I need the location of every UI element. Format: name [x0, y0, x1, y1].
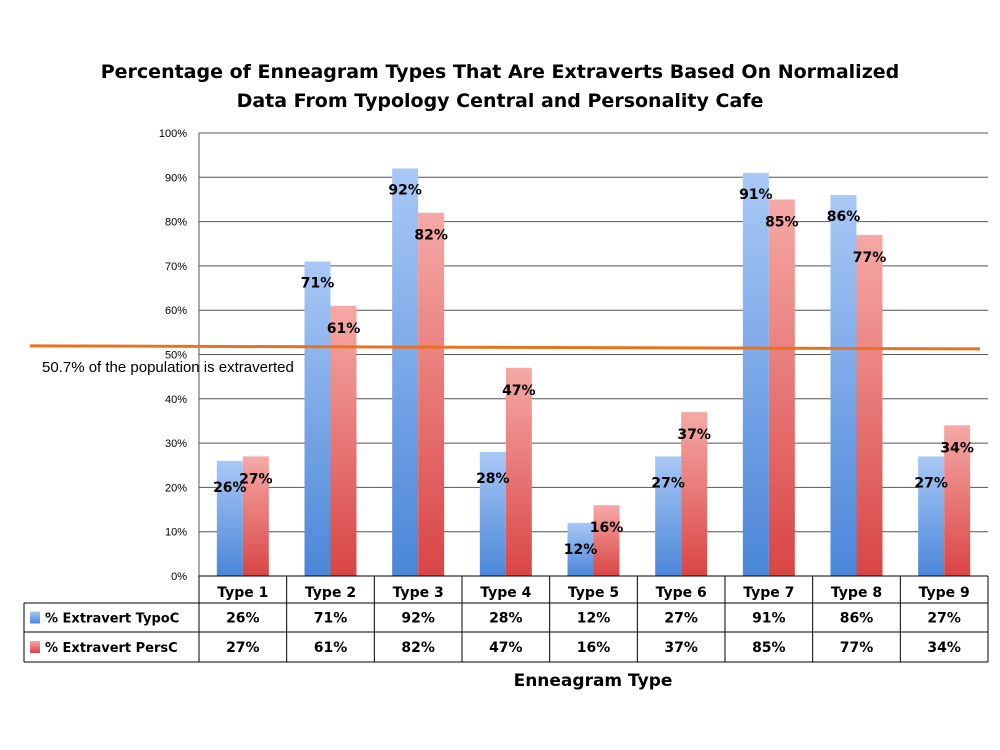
table-cell: 85% [752, 640, 786, 656]
bar-value-label: 82% [414, 228, 448, 244]
bar-series-1 [742, 172, 769, 576]
category-label: Type 6 [656, 585, 707, 601]
bar-series-1 [567, 522, 594, 576]
chart-title-line-1: Percentage of Enneagram Types That Are E… [101, 61, 900, 83]
table-cell: 27% [226, 640, 260, 656]
bar-value-label: 27% [914, 475, 948, 491]
y-tick-label: 40% [165, 394, 187, 406]
y-tick-label: 20% [165, 482, 187, 494]
table-cell: 12% [577, 611, 611, 627]
category-label: Type 2 [305, 585, 356, 601]
bar-series-1 [830, 195, 857, 576]
bar-series-1 [216, 460, 243, 576]
table-cell: 92% [401, 611, 435, 627]
legend-swatch [30, 611, 40, 624]
table-cell: 77% [840, 640, 874, 656]
category-label: Type 1 [217, 585, 268, 601]
table-cell: 37% [664, 640, 698, 656]
bar-value-label: 34% [940, 440, 974, 456]
bar-series-2 [242, 456, 269, 576]
category-label: Type 4 [480, 585, 531, 601]
series-name: % Extravert PersC [45, 641, 178, 656]
reference-line [29, 344, 981, 351]
bar-value-label: 47% [502, 383, 536, 399]
bar-series-2 [505, 367, 532, 576]
bar-value-label: 91% [739, 187, 773, 203]
category-label: Type 5 [568, 585, 619, 601]
table-cell: 82% [401, 640, 435, 656]
table-cell: 71% [314, 611, 348, 627]
bar-value-label: 37% [677, 427, 711, 443]
bar-value-label: 85% [765, 214, 799, 230]
bar-series-2 [681, 412, 708, 576]
category-label: Type 9 [919, 585, 970, 601]
y-tick-label: 80% [165, 217, 187, 229]
y-tick-label: 0% [171, 571, 187, 583]
y-tick-label: 100% [159, 128, 187, 140]
bar-value-label: 12% [564, 542, 598, 558]
bar-series-2 [330, 305, 357, 576]
bars [216, 168, 971, 577]
y-tick-label: 30% [165, 438, 187, 450]
bar-series-1 [918, 456, 945, 576]
table-cell: 47% [489, 640, 523, 656]
table-cell: 86% [840, 611, 874, 627]
bar-series-2 [593, 505, 620, 576]
category-label: Type 3 [393, 585, 444, 601]
bar-value-label: 16% [590, 520, 624, 536]
reference-line-label: 50.7% of the population is extraverted [42, 359, 294, 376]
bar-series-2 [856, 234, 883, 576]
x-axis-title: Enneagram Type [514, 671, 673, 691]
bar-series-2 [418, 212, 445, 577]
y-tick-label: 10% [165, 527, 187, 539]
data-table: Type 1 Type 2 Type 3 Type 4 Type 5 Type 6 Type… [23, 575, 989, 663]
table-cell: 34% [927, 640, 961, 656]
bar-value-label: 26% [213, 480, 247, 496]
category-label: Type 7 [743, 585, 794, 601]
series-name: % Extravert TypoC [45, 612, 179, 627]
table-cell: 28% [489, 611, 523, 627]
y-tick-label: 90% [165, 172, 187, 184]
legend-swatch [30, 641, 40, 653]
y-tick-label: 60% [165, 305, 187, 317]
chart-title-line-2: Data From Typology Central and Personali… [237, 90, 764, 112]
bar-value-label: 77% [853, 250, 887, 266]
bar-value-label: 27% [651, 475, 685, 491]
bar-series-1 [479, 451, 506, 576]
bar-value-label: 27% [239, 471, 273, 487]
bar-labels: 26%27%71%61%92%82%28%47%12%16%27%37%91%8… [213, 182, 974, 557]
bar-series-1 [304, 261, 331, 576]
bar-series-1 [655, 456, 682, 576]
bar-series-2 [768, 199, 795, 576]
y-tick-label: 70% [165, 261, 187, 273]
bar-series-2 [944, 425, 971, 576]
bar-value-label: 86% [827, 209, 861, 225]
bar-value-label: 71% [301, 275, 335, 291]
table-cell: 61% [314, 640, 348, 656]
bar-value-label: 28% [476, 471, 510, 487]
bar-value-label: 61% [327, 321, 361, 337]
table-cell: 16% [577, 640, 611, 656]
category-label: Type 8 [831, 585, 882, 601]
y-tick-label: 50% [165, 350, 187, 362]
table-cell: 27% [664, 611, 698, 627]
bar-value-label: 92% [388, 182, 422, 198]
table-cell: 26% [226, 611, 260, 627]
table-cell: 91% [752, 611, 786, 627]
y-axis-ticks: 0% 10% 20% 30% 40% 50% 60% 70% 80% 90% 100% [159, 128, 187, 583]
table-cell: 27% [927, 611, 961, 627]
bar-series-1 [392, 168, 419, 576]
